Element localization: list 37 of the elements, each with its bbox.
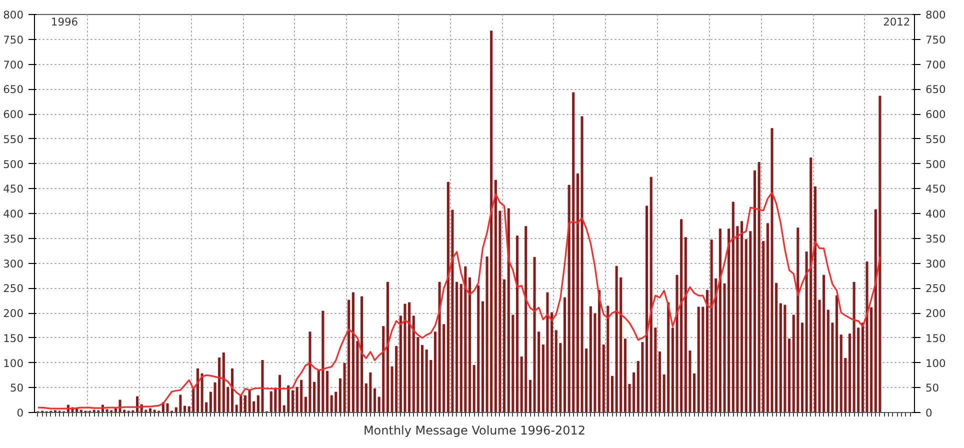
y-tick-label: 150 — [3, 332, 24, 345]
y2-tick-label: 800 — [926, 8, 946, 22]
y2-tick-label: 400 — [926, 208, 946, 220]
y2-tick-label: 700 — [926, 58, 946, 72]
y-tick-label: 50 — [10, 382, 24, 395]
y-tick-label: 0 — [16, 406, 24, 420]
y-tick-label: 400 — [3, 208, 24, 220]
y2-tick-label: 350 — [926, 232, 946, 246]
y-tick-label: 200 — [3, 307, 24, 320]
y-tick-label: 300 — [3, 257, 24, 270]
y-tick-label: 800 — [3, 8, 24, 22]
y2-tick-label: 50 — [926, 382, 940, 395]
y2-tick-label: 600 — [926, 108, 946, 121]
y-tick-label: 450 — [3, 182, 24, 196]
y2-tick-label: 200 — [926, 307, 946, 320]
y-tick-label: 650 — [3, 83, 24, 96]
y-tick-label: 750 — [3, 33, 24, 46]
y2-tick-label: 250 — [926, 282, 946, 296]
y2-tick-label: 450 — [926, 182, 946, 196]
y-tick-label: 350 — [3, 232, 24, 246]
text: 2012 — [883, 16, 910, 28]
y2-tick-label: 0 — [926, 406, 932, 420]
y2-tick-label: 550 — [926, 132, 946, 146]
y2-tick-label: 750 — [926, 33, 946, 46]
y2-tick-label: 100 — [926, 356, 946, 370]
text: Monthly Message Volume 1996-2012 — [363, 424, 586, 438]
y2-tick-label: 650 — [926, 83, 946, 96]
y2-tick-label: 150 — [926, 332, 946, 345]
y-tick-label: 550 — [3, 132, 24, 146]
y-tick-label: 600 — [3, 108, 24, 121]
y-tick-label: 700 — [3, 58, 24, 72]
y2-tick-label: 300 — [926, 257, 946, 270]
y-tick-label: 100 — [3, 356, 24, 370]
y-tick-label: 500 — [3, 158, 24, 171]
y2-tick-label: 500 — [926, 158, 946, 171]
y-tick-label: 250 — [3, 282, 24, 296]
annotation: 1996 — [50, 16, 78, 28]
